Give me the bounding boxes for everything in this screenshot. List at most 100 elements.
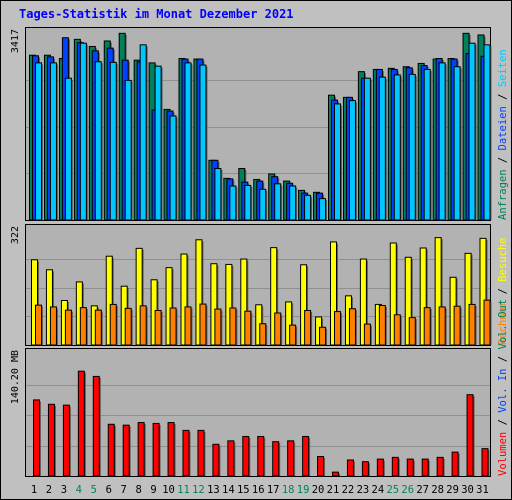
- bar-rechner-day-17: [274, 312, 282, 346]
- x-tick-label-day-23: 23: [357, 484, 370, 496]
- bar-seiten-day-5: [94, 61, 102, 221]
- bar-volumen-day-19: [302, 435, 310, 477]
- y-axis-max-label: 140.20 MB: [10, 350, 21, 404]
- bar-besuche-day-6: [105, 255, 113, 346]
- x-tick-label-day-10: 10: [162, 484, 175, 496]
- bar-rechner-day-7: [124, 307, 132, 346]
- bar-volumen-day-4: [77, 370, 85, 477]
- bar-volumen-day-8: [137, 422, 145, 477]
- bar-besuche-day-31: [479, 237, 487, 346]
- page-title: Tages-Statistik im Monat Dezember 2021: [19, 7, 294, 21]
- bar-besuche-day-17: [270, 247, 278, 346]
- bar-seiten-day-29: [453, 66, 461, 221]
- legend-entry: /: [497, 413, 509, 432]
- legend-entry: Besuche: [497, 238, 509, 282]
- legend-entry: /: [497, 87, 509, 106]
- bar-seiten-day-28: [438, 62, 446, 221]
- bar-volumen-day-13: [212, 443, 220, 477]
- bar-rechner-day-12: [199, 303, 207, 346]
- bar-rechner-day-15: [244, 310, 252, 346]
- bar-besuche-day-21: [330, 241, 337, 346]
- legend-entry: Dateien: [497, 106, 509, 150]
- bar-rechner-day-27: [423, 307, 431, 346]
- bar-rechner-day-26: [408, 317, 416, 346]
- bar-volumen-day-7: [122, 424, 130, 477]
- chart-hits: 3417 Anfragen / Dateien / Seiten: [10, 27, 509, 221]
- x-tick-label-day-26: 26: [401, 484, 414, 496]
- x-tick-label-day-7: 7: [121, 484, 127, 496]
- legend-entry: /: [497, 282, 509, 301]
- bar-volumen-day-14: [227, 440, 235, 477]
- bar-seiten-day-6: [109, 61, 117, 221]
- bar-volumen-day-12: [197, 429, 205, 477]
- bar-volumen-day-15: [242, 435, 250, 477]
- bar-seiten-day-23: [363, 77, 371, 221]
- x-tick-label-day-9: 9: [150, 484, 156, 496]
- bar-volumen-day-28: [436, 456, 444, 477]
- legend-entry: /: [497, 150, 509, 169]
- bar-seiten-day-20: [319, 198, 327, 221]
- chart-volume: 140.20 MB Volumen / Vol. In / Vol. Out: [10, 299, 509, 477]
- bar-seiten-day-16: [259, 188, 267, 221]
- bar-seiten-day-26: [408, 73, 416, 221]
- bar-volumen-day-31: [481, 448, 489, 477]
- bar-rechner-day-20: [319, 326, 327, 346]
- x-tick-label-day-2: 2: [46, 484, 52, 496]
- bar-besuche-day-8: [135, 247, 143, 346]
- x-tick-label-day-13: 13: [207, 484, 220, 496]
- x-tick-label-day-14: 14: [222, 484, 235, 496]
- bar-seiten-day-30: [468, 42, 476, 221]
- bar-rechner-day-2: [49, 306, 57, 346]
- bar-rechner-day-18: [289, 324, 297, 346]
- bar-seiten-day-27: [423, 68, 431, 221]
- bar-volumen-day-6: [107, 423, 115, 477]
- bar-seiten-day-2: [49, 62, 57, 221]
- bar-besuche-day-10: [165, 267, 173, 346]
- bar-besuche-day-26: [404, 256, 412, 346]
- x-tick-label-day-12: 12: [192, 484, 205, 496]
- x-tick-label-day-24: 24: [372, 484, 385, 496]
- bar-rechner-day-11: [184, 306, 192, 346]
- bar-seiten-day-21: [334, 103, 341, 221]
- legend-entry: Vol. Out: [497, 299, 509, 350]
- bar-volumen-day-22: [346, 459, 354, 477]
- bar-rechner-day-9: [154, 310, 162, 346]
- bar-rechner-day-16: [259, 323, 267, 346]
- bar-rechner-day-30: [468, 303, 476, 346]
- chart-visits: 322 Rechner / Besuche: [10, 224, 509, 346]
- bar-besuche-day-28: [434, 237, 442, 346]
- x-tick-label-day-8: 8: [135, 484, 141, 496]
- bar-rechner-day-13: [214, 308, 222, 346]
- x-tick-label-day-29: 29: [446, 484, 459, 496]
- bar-volumen-day-27: [421, 458, 429, 477]
- bar-seiten-day-25: [393, 74, 401, 221]
- x-tick-label-day-22: 22: [342, 484, 355, 496]
- bar-rechner-day-24: [378, 305, 386, 346]
- bar-rechner-day-21: [334, 311, 341, 346]
- bar-volumen-day-3: [62, 404, 70, 477]
- x-tick-label-day-20: 20: [312, 484, 325, 496]
- bar-seiten-day-17: [274, 183, 282, 221]
- bar-rechner-day-25: [393, 314, 401, 346]
- bar-rechner-day-6: [109, 303, 117, 346]
- bar-besuche-day-14: [225, 263, 233, 346]
- x-tick-label-day-4: 4: [76, 484, 82, 496]
- bar-seiten-day-3: [64, 77, 72, 221]
- bar-rechner-day-22: [348, 308, 356, 346]
- y-axis-max-label: 3417: [10, 29, 21, 53]
- x-tick-label-day-3: 3: [61, 484, 67, 496]
- bar-rechner-day-23: [363, 323, 371, 346]
- bar-volumen-day-26: [406, 458, 414, 477]
- bar-besuche-day-15: [240, 258, 248, 346]
- bar-besuche-day-30: [464, 252, 472, 346]
- legend-side-label: Rechner / Besuche: [497, 238, 509, 346]
- bar-seiten-day-11: [184, 62, 192, 221]
- bar-rechner-day-10: [169, 307, 177, 346]
- bar-seiten-day-1: [35, 62, 42, 221]
- bar-besuche-day-11: [180, 253, 188, 346]
- bar-besuche-day-1: [31, 259, 38, 346]
- bar-volumen-day-23: [361, 461, 369, 477]
- bar-besuche-day-12: [195, 239, 203, 346]
- x-tick-label-day-16: 16: [252, 484, 265, 496]
- x-tick-label-day-18: 18: [282, 484, 295, 496]
